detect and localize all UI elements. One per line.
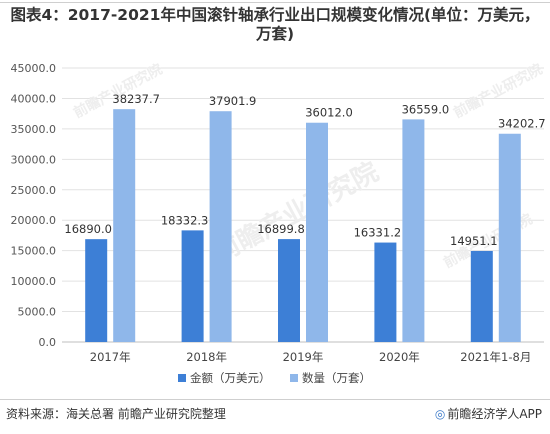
y-tick-label: 30000.0 bbox=[11, 153, 57, 166]
y-tick-label: 5000.0 bbox=[18, 306, 57, 319]
data-label: 36559.0 bbox=[402, 102, 450, 116]
source-note: 资料来源：海关总署 前瞻产业研究院整理 bbox=[6, 407, 226, 421]
data-label: 36012.0 bbox=[305, 106, 353, 120]
legend-label: 数量（万套） bbox=[302, 371, 371, 385]
bar-amount bbox=[181, 230, 204, 342]
x-tick-label: 2021年1-8月 bbox=[460, 350, 531, 364]
x-tick-label: 2020年 bbox=[379, 350, 420, 364]
y-tick-label: 20000.0 bbox=[11, 214, 57, 227]
y-tick-label: 45000.0 bbox=[11, 62, 57, 75]
legend: 金额（万美元） 数量（万套） bbox=[178, 371, 371, 385]
bar-amount bbox=[374, 242, 397, 342]
legend-label: 金额（万美元） bbox=[190, 371, 271, 385]
bar-quantity bbox=[306, 122, 328, 343]
watermark-text: 前瞻产业研究院 bbox=[451, 61, 546, 122]
gridlines bbox=[62, 67, 544, 343]
x-tick-label: 2018年 bbox=[186, 350, 227, 364]
title-rule bbox=[0, 2, 550, 3]
legend-swatch bbox=[178, 374, 186, 382]
data-label: 16890.0 bbox=[64, 222, 112, 236]
data-label: 34202.7 bbox=[498, 117, 546, 131]
legend-swatch bbox=[290, 374, 298, 382]
bar-amount bbox=[470, 250, 493, 342]
footer-rule bbox=[0, 399, 550, 400]
x-tick-label: 2019年 bbox=[283, 350, 324, 364]
y-tick-label: 40000.0 bbox=[11, 92, 57, 105]
y-tick-label: 10000.0 bbox=[11, 275, 57, 288]
chart-title: 图表4：2017-2021年中国滚针轴承行业出口规模变化情况(单位：万美元，万套… bbox=[10, 6, 540, 43]
y-tick-label: 25000.0 bbox=[11, 184, 57, 197]
bar-amount bbox=[278, 239, 300, 342]
bar-quantity bbox=[113, 109, 136, 342]
data-label: 18332.3 bbox=[161, 213, 209, 227]
data-label: 14951.1 bbox=[450, 234, 498, 248]
bars: 16890.0 18332.3 16899.8 16331.2 14951.1 38237… bbox=[64, 92, 546, 343]
y-tick-label: 35000.0 bbox=[11, 123, 57, 136]
x-axis-ticks: 2017年 2018年 2019年 2020年 2021年1-8月 bbox=[90, 350, 532, 364]
brand-label: 前瞻经济学人APP bbox=[447, 407, 542, 421]
data-label: 37901.9 bbox=[209, 94, 257, 108]
bar-amount bbox=[85, 239, 108, 342]
bar-quantity bbox=[402, 119, 425, 343]
data-label: 16899.8 bbox=[257, 222, 305, 236]
y-axis-ticks: 0.0 5000.0 10000.0 15000.0 20000.0 25000.0 300… bbox=[11, 62, 57, 349]
brand-credit: ◎ 前瞻经济学人APP bbox=[435, 405, 542, 422]
x-tick-label: 2017年 bbox=[90, 350, 131, 364]
y-tick-label: 15000.0 bbox=[11, 245, 57, 258]
brand-logo-icon: ◎ bbox=[434, 407, 446, 421]
bar-quantity bbox=[498, 133, 521, 342]
data-label: 38237.7 bbox=[112, 92, 160, 106]
y-tick-label: 0.0 bbox=[39, 336, 57, 349]
bar-quantity bbox=[209, 111, 232, 342]
data-label: 16331.2 bbox=[354, 226, 402, 240]
